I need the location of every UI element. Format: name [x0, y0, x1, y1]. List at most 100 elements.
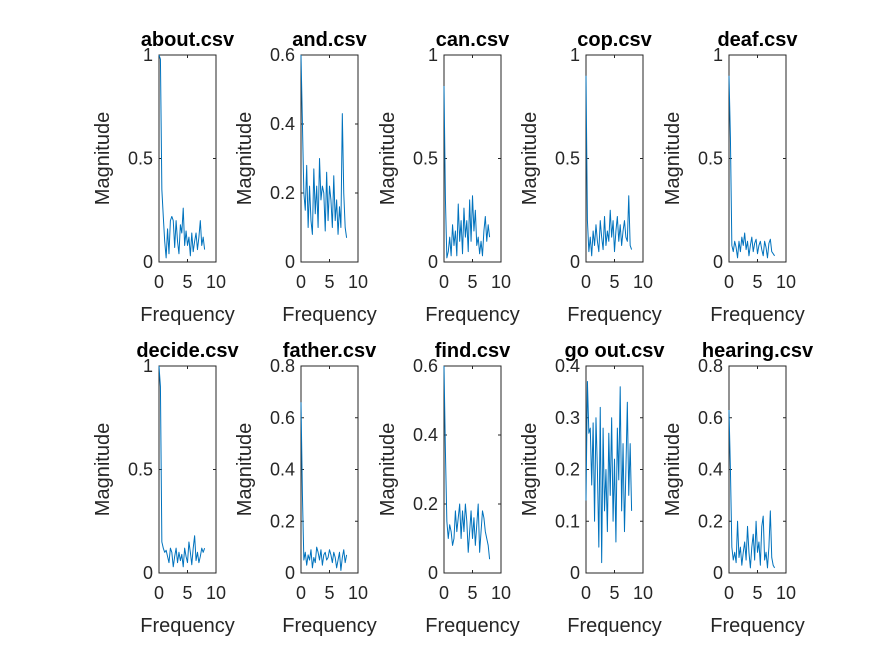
axes-box — [300, 365, 359, 574]
y-tick-label: 0 — [570, 563, 580, 583]
x-axis-label: Frequency — [425, 615, 520, 637]
x-axis-label: Frequency — [140, 304, 235, 326]
x-tick-label: 10 — [206, 583, 226, 603]
y-tick-label: 1 — [428, 45, 438, 65]
y-tick-label: 0.2 — [270, 511, 295, 531]
x-tick-label: 10 — [776, 583, 796, 603]
y-tick-label: 0.5 — [698, 149, 723, 169]
x-tick-label: 0 — [296, 583, 306, 603]
y-tick-label: 1 — [143, 45, 153, 65]
subplot-title: cop.csv — [577, 29, 652, 51]
y-tick-label: 0.6 — [698, 408, 723, 428]
axes-box — [728, 54, 787, 263]
y-tick-label: 0.4 — [555, 356, 580, 376]
x-tick-label: 0 — [724, 583, 734, 603]
x-tick-label: 0 — [296, 272, 306, 292]
y-axis-label: Magnitude — [377, 112, 399, 205]
subplot-title: about.csv — [141, 29, 235, 51]
x-tick-label: 0 — [439, 272, 449, 292]
y-axis-label: Magnitude — [92, 112, 114, 205]
subplot-title: can.csv — [436, 29, 510, 51]
x-tick-label: 5 — [324, 272, 334, 292]
y-axis-label: Magnitude — [377, 423, 399, 516]
y-tick-label: 0 — [570, 252, 580, 272]
series-line — [300, 402, 348, 571]
y-tick-label: 0.4 — [270, 460, 295, 480]
x-tick-label: 5 — [609, 583, 619, 603]
axes-box — [585, 54, 644, 263]
x-tick-label: 0 — [439, 583, 449, 603]
series-line — [158, 54, 206, 259]
y-axis-label: Magnitude — [662, 112, 684, 205]
y-axis-label: Magnitude — [234, 112, 256, 205]
axes-box — [158, 365, 217, 574]
subplot-title: go out.csv — [564, 340, 665, 362]
x-tick-label: 5 — [752, 583, 762, 603]
y-axis-label: Magnitude — [519, 112, 541, 205]
x-tick-label: 0 — [154, 583, 164, 603]
y-tick-label: 1 — [713, 45, 723, 65]
subplot-title: and.csv — [292, 29, 367, 51]
y-axis-label: Magnitude — [92, 423, 114, 516]
subplot-title: hearing.csv — [702, 340, 814, 362]
series-line — [585, 75, 633, 257]
y-tick-label: 0 — [713, 252, 723, 272]
x-axis-label: Frequency — [710, 615, 805, 637]
subplot-title: find.csv — [435, 340, 511, 362]
x-tick-label: 5 — [609, 272, 619, 292]
x-axis-label: Frequency — [140, 615, 235, 637]
y-tick-label: 0.5 — [128, 460, 153, 480]
y-tick-label: 0.5 — [555, 149, 580, 169]
y-tick-label: 0 — [428, 252, 438, 272]
y-tick-label: 0.3 — [555, 408, 580, 428]
y-tick-label: 0.4 — [698, 460, 723, 480]
y-tick-label: 0 — [285, 252, 295, 272]
x-axis-label: Frequency — [282, 615, 377, 637]
subplot-hearing: 0 5 1000.20.40.60.8hearing.csvFrequencyMag… — [662, 340, 814, 637]
y-tick-label: 0.8 — [698, 356, 723, 376]
y-tick-label: 0.6 — [270, 408, 295, 428]
subplot-title: decide.csv — [136, 340, 239, 362]
x-tick-label: 10 — [348, 583, 368, 603]
x-tick-label: 5 — [182, 272, 192, 292]
x-tick-label: 5 — [324, 583, 334, 603]
x-tick-label: 5 — [182, 583, 192, 603]
series-line — [728, 409, 776, 569]
y-axis-label: Magnitude — [662, 423, 684, 516]
y-tick-label: 0.1 — [555, 511, 580, 531]
x-tick-label: 10 — [491, 272, 511, 292]
x-tick-label: 10 — [348, 272, 368, 292]
x-tick-label: 10 — [206, 272, 226, 292]
x-tick-label: 5 — [467, 272, 477, 292]
x-tick-label: 0 — [581, 583, 591, 603]
subplot-title: deaf.csv — [717, 29, 798, 51]
x-axis-label: Frequency — [567, 304, 662, 326]
y-tick-label: 0.6 — [270, 45, 295, 65]
y-tick-label: 0 — [428, 563, 438, 583]
y-tick-label: 1 — [570, 45, 580, 65]
y-tick-label: 0.4 — [413, 425, 438, 445]
subplot-father: 0 5 1000.20.40.60.8father.csvFrequencyMagn… — [234, 340, 377, 637]
axes-box — [158, 54, 217, 263]
y-tick-label: 0 — [713, 563, 723, 583]
y-tick-label: 0.6 — [413, 356, 438, 376]
y-tick-label: 1 — [143, 356, 153, 376]
subplot-title: father.csv — [283, 340, 377, 362]
x-tick-label: 10 — [633, 272, 653, 292]
x-tick-label: 0 — [724, 272, 734, 292]
series-line — [300, 54, 348, 238]
y-tick-label: 0.5 — [128, 149, 153, 169]
x-tick-label: 5 — [467, 583, 477, 603]
x-axis-label: Frequency — [282, 304, 377, 326]
x-axis-label: Frequency — [710, 304, 805, 326]
y-axis-label: Magnitude — [519, 423, 541, 516]
x-axis-label: Frequency — [425, 304, 520, 326]
y-tick-label: 0 — [143, 252, 153, 272]
series-line — [443, 365, 491, 560]
